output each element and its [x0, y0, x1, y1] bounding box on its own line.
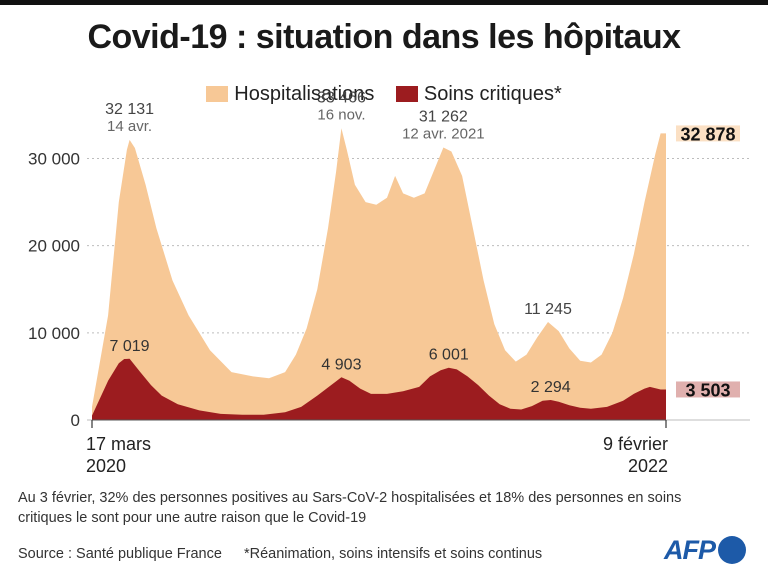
hosp-peak-value-label: 11 245: [524, 301, 572, 318]
hosp-last-value-label: 32 878: [680, 124, 735, 144]
icu-peak-value-label: 2 294: [531, 379, 571, 396]
chart-legend: Hospitalisations Soins critiques*: [0, 83, 768, 106]
chart-source: Source : Santé publique France *Réanimat…: [18, 546, 560, 562]
top-rule: [0, 0, 768, 5]
x-tick-label: 2022: [628, 456, 668, 476]
icu-peak-value-label: 7 019: [110, 338, 150, 355]
afp-logo-text: AFP: [664, 534, 716, 565]
hosp-last-value-label-bg: [676, 125, 740, 142]
x-tick-label: 9 février: [603, 434, 668, 454]
legend-swatch-hospitalisations: [206, 86, 229, 102]
y-tick-label: 0: [71, 411, 80, 430]
hosp-peak-date-label: 14 avr.: [107, 118, 152, 135]
y-tick-label: 10 000: [28, 324, 80, 343]
icu-last-value-label-bg: [676, 381, 740, 398]
hosp-peak-value-label: 31 262: [419, 109, 468, 126]
legend-swatch-soins-critiques: [395, 86, 418, 102]
source-text: Source : Santé publique France: [18, 546, 222, 562]
legend-item-hospitalisations: Hospitalisations: [206, 83, 374, 106]
soins-critiques-area: [92, 358, 666, 420]
hosp-peak-date-label: 16 nov.: [317, 106, 365, 123]
chart-note: Au 3 février, 32% des personnes positive…: [18, 490, 682, 526]
icu-peak-value-label: 4 903: [321, 356, 361, 373]
y-tick-label: 30 000: [28, 150, 80, 169]
chart-title: Covid-19 : situation dans les hôpitaux: [87, 18, 681, 56]
icu-last-value-label: 3 503: [685, 380, 730, 400]
legend-label-soins-critiques: Soins critiques*: [423, 83, 562, 105]
footnote-text: *Réanimation, soins intensifs et soins c…: [243, 546, 543, 562]
legend-label-hospitalisations: Hospitalisations: [234, 83, 375, 105]
hospitalisations-area: [92, 128, 666, 421]
afp-logo: AFP: [664, 534, 746, 566]
x-tick-label: 17 mars: [86, 434, 151, 454]
x-tick-label: 2020: [86, 456, 126, 476]
y-tick-label: 20 000: [28, 237, 80, 256]
afp-logo-dot: [718, 536, 746, 564]
hosp-peak-date-label: 12 avr. 2021: [402, 126, 485, 143]
hosp-peak-value-label: 33 466: [317, 89, 366, 106]
legend-item-soins-critiques: Soins critiques*: [395, 83, 562, 106]
hosp-peak-value-label: 32 131: [105, 101, 154, 118]
icu-peak-value-label: 6 001: [429, 347, 469, 364]
